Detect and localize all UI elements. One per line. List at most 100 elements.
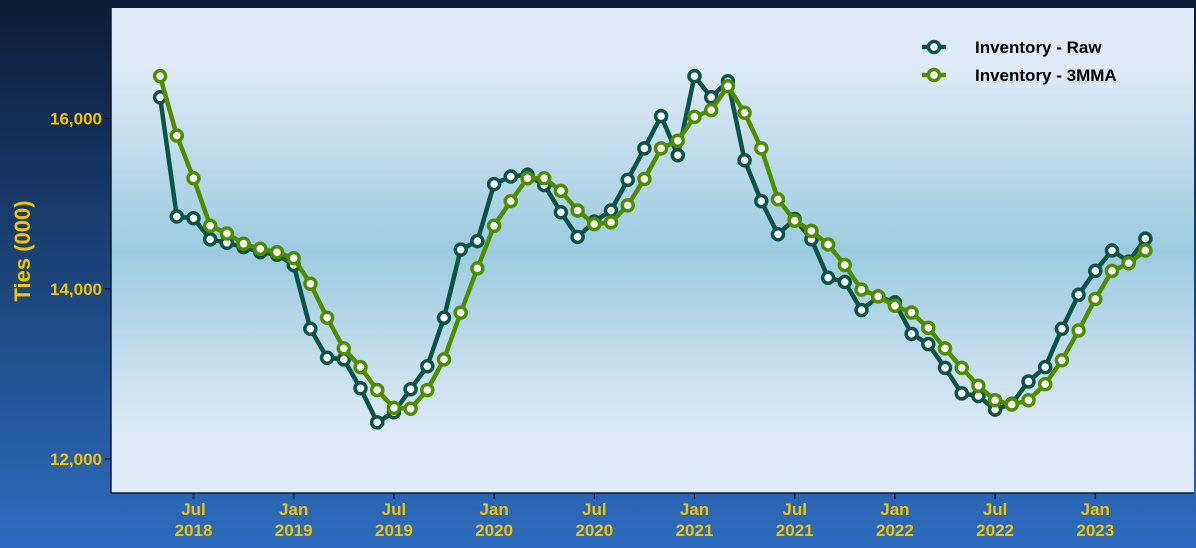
legend-swatch-point: [926, 39, 942, 55]
data-point: [420, 382, 435, 398]
data-point: [436, 352, 452, 367]
data-point: [520, 170, 535, 186]
x-tick-month: Jul: [983, 500, 1008, 519]
x-tick-year: 2021: [676, 521, 714, 540]
data-point: [703, 90, 719, 105]
x-tick-label: Jan 2022: [876, 500, 914, 540]
data-point: [470, 261, 485, 276]
x-tick-month: Jan: [880, 500, 909, 519]
data-point: [820, 270, 836, 285]
data-point: [637, 141, 652, 156]
data-point: [286, 250, 301, 266]
data-point: [770, 227, 786, 242]
data-point: [837, 274, 853, 290]
data-point: [570, 229, 585, 245]
x-tick-month: Jan: [279, 500, 308, 519]
legend-swatch-point: [926, 67, 942, 83]
x-tick-year: 2019: [275, 521, 313, 540]
data-point: [269, 244, 285, 260]
data-point: [1088, 263, 1103, 279]
data-point: [971, 378, 986, 394]
data-point: [169, 209, 185, 224]
data-point: [854, 282, 869, 297]
series-3mma: [152, 68, 1153, 417]
data-point: [1071, 287, 1086, 302]
data-point: [737, 153, 752, 168]
data-point: [687, 68, 702, 84]
data-point: [453, 242, 468, 257]
data-point: [954, 386, 969, 401]
data-point: [703, 102, 719, 118]
data-point: [202, 218, 218, 234]
data-point: [754, 141, 769, 156]
legend-label: Inventory - Raw: [975, 38, 1102, 57]
data-point: [670, 147, 686, 163]
data-point: [653, 108, 669, 124]
data-point: [687, 109, 702, 125]
data-point: [470, 233, 485, 249]
data-point: [570, 203, 585, 218]
x-tick-label: Jan 2023: [1076, 500, 1114, 540]
data-point: [754, 193, 769, 209]
data-point: [503, 169, 519, 184]
data-point: [1104, 243, 1120, 258]
data-point: [670, 133, 686, 148]
data-point: [186, 210, 201, 226]
data-point: [837, 257, 853, 273]
data-point: [921, 336, 936, 352]
data-point: [236, 236, 251, 251]
data-point: [870, 289, 886, 304]
data-point: [937, 341, 953, 356]
y-axis: 12,000 14,000 16,000: [50, 8, 112, 493]
x-tick-year: 2020: [575, 521, 613, 540]
data-point: [369, 415, 385, 430]
data-point: [1021, 374, 1036, 389]
data-point: [854, 302, 869, 318]
data-point: [770, 192, 786, 207]
data-point: [319, 310, 335, 325]
x-tick-year: 2020: [475, 521, 513, 540]
y-tick-label: 16,000: [50, 110, 102, 129]
data-point: [904, 305, 919, 320]
data-point: [1054, 321, 1070, 337]
x-tick-label: Jan 2020: [475, 500, 513, 540]
x-tick-year: 2019: [375, 521, 413, 540]
data-point: [202, 232, 218, 247]
x-tick-month: Jan: [680, 500, 709, 519]
data-point: [1138, 243, 1153, 258]
x-tick-label: Jan 2021: [676, 500, 714, 540]
data-point: [1037, 359, 1053, 375]
data-point: [403, 401, 418, 417]
x-tick-month: Jul: [382, 500, 407, 519]
data-point: [353, 381, 368, 396]
data-point: [737, 105, 752, 120]
data-point: [386, 400, 402, 416]
data-point: [787, 213, 802, 228]
x-tick-month: Jul: [582, 500, 607, 519]
data-point: [1138, 231, 1153, 246]
y-axis-label: Ties (000): [10, 200, 35, 301]
data-point: [620, 198, 635, 213]
x-tick-year: 2021: [776, 521, 814, 540]
x-tick-label: Jul 2019: [375, 500, 413, 540]
series-layer: [152, 68, 1153, 430]
data-point: [937, 360, 953, 376]
data-point: [486, 218, 502, 234]
data-point: [804, 223, 819, 239]
data-point: [1021, 393, 1036, 408]
data-point: [1071, 323, 1086, 338]
data-point: [353, 359, 368, 375]
x-tick-label: Jul 2020: [575, 500, 613, 540]
data-point: [553, 204, 569, 220]
x-tick-label: Jan 2019: [275, 500, 313, 540]
data-point: [620, 172, 635, 188]
data-point: [1054, 353, 1070, 368]
data-point: [369, 382, 385, 398]
data-point: [603, 215, 619, 230]
data-point: [186, 170, 201, 186]
data-point: [403, 381, 418, 397]
y-tick-label: 14,000: [50, 280, 102, 299]
x-axis: Jul 2018 Jan 2019 Jul 2019 Jan 2020 Jul 2020 Jan 20…: [111, 492, 1194, 540]
data-point: [987, 393, 1003, 408]
x-tick-month: Jul: [181, 500, 206, 519]
